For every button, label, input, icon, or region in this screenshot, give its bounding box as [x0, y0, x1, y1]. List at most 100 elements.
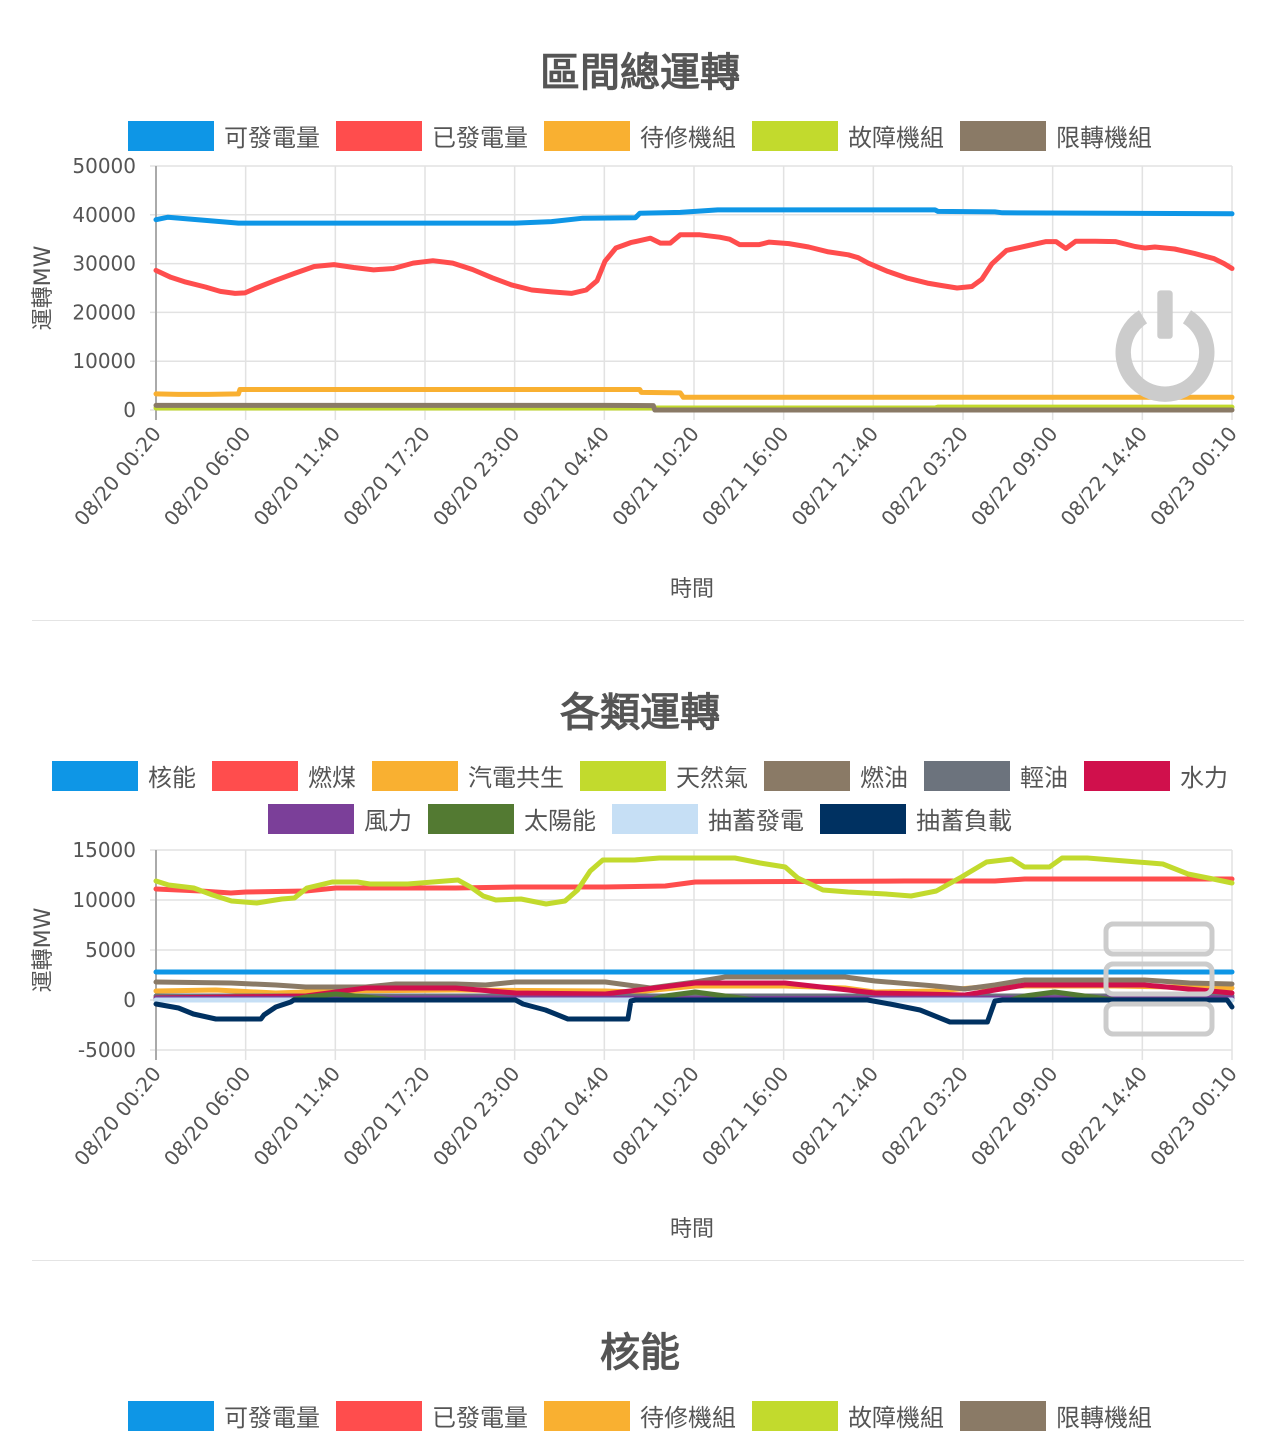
y-tick-label: -5000: [78, 1038, 136, 1062]
x-tick-label: 08/21 10:20: [607, 1062, 704, 1171]
legend-swatch: [612, 803, 698, 834]
legend-item-types-8[interactable]: 太陽能: [428, 801, 596, 836]
legend-swatch: [924, 760, 1010, 791]
y-tick-label: 5000: [85, 938, 136, 962]
series-line-3[interactable]: [153, 855, 1235, 907]
legend-swatch: [960, 1400, 1046, 1431]
legend-item-nuclear-4[interactable]: 限轉機組: [960, 1398, 1152, 1433]
legend-types: 核能 燃煤 汽電共生 天然氣 燃油 輕油 水力風力 太陽能 抽蓄發電 抽蓄負載: [0, 758, 1280, 836]
x-tick-label: 08/21 16:00: [697, 1062, 794, 1171]
x-tick-label: 08/20 11:40: [249, 1062, 346, 1171]
legend-item-nuclear-0[interactable]: 可發電量: [128, 1398, 320, 1433]
y-tick-label: 30000: [72, 252, 136, 276]
x-tick-label: 08/21 04:40: [518, 422, 615, 531]
legend-item-types-1[interactable]: 燃煤: [212, 758, 356, 793]
legend-label: 可發電量: [224, 1404, 320, 1432]
legend-swatch: [1084, 760, 1170, 791]
legend-label: 待修機組: [640, 124, 736, 152]
legend-label: 核能: [148, 764, 196, 792]
y-axis-title: 運轉MW: [31, 907, 56, 992]
y-tick-label: 20000: [72, 300, 136, 324]
legend-item-total-4[interactable]: 限轉機組: [960, 118, 1152, 153]
legend-item-total-3[interactable]: 故障機組: [752, 118, 944, 153]
x-tick-label: 08/20 06:00: [159, 1062, 256, 1171]
legend-swatch: [372, 760, 458, 791]
x-tick-label: 08/20 17:20: [338, 422, 435, 531]
legend-item-total-1[interactable]: 已發電量: [336, 118, 528, 153]
chart-title-nuclear: 核能: [600, 1330, 680, 1376]
stacked-bars-icon: [1103, 921, 1215, 1037]
legend-item-types-2[interactable]: 汽電共生: [372, 758, 564, 793]
legend-item-types-0[interactable]: 核能: [52, 758, 196, 793]
legend-item-types-7[interactable]: 風力: [268, 801, 412, 836]
legend-swatch: [544, 120, 630, 151]
section-divider: [32, 1260, 1244, 1261]
legend-swatch: [428, 803, 514, 834]
x-tick-label: 08/22 14:40: [1056, 1062, 1153, 1171]
legend-swatch: [960, 120, 1046, 151]
x-tick-label: 08/22 03:20: [876, 422, 973, 531]
legend-item-types-6[interactable]: 水力: [1084, 758, 1228, 793]
x-tick-label: 08/20 23:00: [428, 422, 525, 531]
series-line-6[interactable]: [153, 980, 1235, 1001]
legend-swatch: [544, 1400, 630, 1431]
x-tick-label: 08/23 00:10: [1145, 422, 1242, 531]
legend-item-types-5[interactable]: 輕油: [924, 758, 1068, 793]
x-tick-label: 08/20 06:00: [159, 422, 256, 531]
legend-item-nuclear-1[interactable]: 已發電量: [336, 1398, 528, 1433]
x-tick-label: 08/20 17:20: [338, 1062, 435, 1171]
series-line-8[interactable]: [153, 989, 1235, 1003]
legend-item-types-4[interactable]: 燃油: [764, 758, 908, 793]
series-line-2[interactable]: [153, 387, 1235, 400]
y-axis-title: 運轉MW: [31, 245, 56, 330]
x-tick-label: 08/22 14:40: [1056, 422, 1153, 531]
series-line-4[interactable]: [153, 402, 1235, 413]
x-axis-title: 時間: [670, 577, 714, 602]
series-line-1[interactable]: [153, 232, 1235, 296]
legend-label: 水力: [1180, 764, 1228, 792]
x-tick-label: 08/20 23:00: [428, 1062, 525, 1171]
legend-label: 限轉機組: [1056, 124, 1152, 152]
legend-label: 可發電量: [224, 124, 320, 152]
power-icon: [1115, 290, 1215, 402]
legend-total: 可發電量 已發電量 待修機組 故障機組 限轉機組: [0, 118, 1280, 153]
legend-swatch: [212, 760, 298, 791]
series-line-10[interactable]: [153, 997, 1235, 1025]
legend-swatch: [580, 760, 666, 791]
legend-item-nuclear-3[interactable]: 故障機組: [752, 1398, 944, 1433]
legend-swatch: [336, 1400, 422, 1431]
series-line-0[interactable]: [153, 207, 1235, 226]
legend-swatch: [764, 760, 850, 791]
x-tick-label: 08/20 11:40: [249, 422, 346, 531]
legend-label: 抽蓄發電: [708, 807, 804, 835]
legend-swatch: [752, 120, 838, 151]
series-line-1[interactable]: [153, 876, 1235, 896]
x-tick-label: 08/22 09:00: [966, 422, 1063, 531]
legend-item-total-2[interactable]: 待修機組: [544, 118, 736, 153]
legend-label: 抽蓄負載: [916, 807, 1012, 835]
section-divider: [32, 620, 1244, 621]
legend-label: 燃油: [860, 764, 908, 792]
x-tick-label: 08/21 21:40: [787, 422, 884, 531]
legend-swatch: [752, 1400, 838, 1431]
legend-swatch: [268, 803, 354, 834]
legend-swatch: [336, 120, 422, 151]
legend-item-nuclear-2[interactable]: 待修機組: [544, 1398, 736, 1433]
y-tick-label: 10000: [72, 349, 136, 373]
y-tick-label: 50000: [72, 154, 136, 178]
legend-swatch: [820, 803, 906, 834]
x-tick-label: 08/21 10:20: [607, 422, 704, 531]
legend-label: 已發電量: [432, 124, 528, 152]
x-tick-label: 08/23 00:10: [1145, 1062, 1242, 1171]
legend-item-types-3[interactable]: 天然氣: [580, 758, 748, 793]
legend-label: 輕油: [1020, 764, 1068, 792]
legend-swatch: [128, 1400, 214, 1431]
x-tick-label: 08/21 04:40: [518, 1062, 615, 1171]
legend-label: 燃煤: [308, 764, 356, 792]
legend-label: 風力: [364, 807, 412, 835]
legend-label: 汽電共生: [468, 764, 564, 792]
legend-item-types-9[interactable]: 抽蓄發電: [612, 801, 804, 836]
legend-item-types-10[interactable]: 抽蓄負載: [820, 801, 1012, 836]
y-tick-label: 0: [123, 398, 136, 422]
legend-item-total-0[interactable]: 可發電量: [128, 118, 320, 153]
